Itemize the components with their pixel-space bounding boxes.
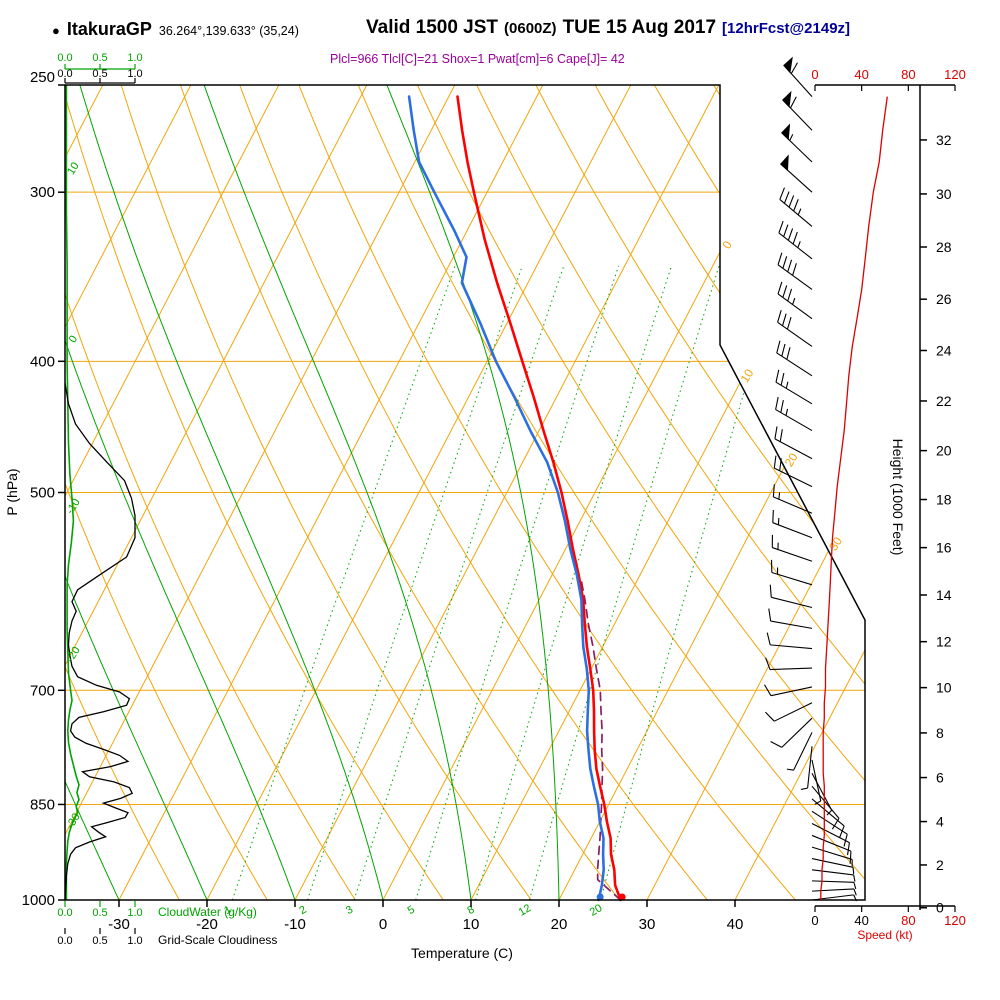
- svg-text:0.0: 0.0: [57, 68, 72, 80]
- svg-text:20: 20: [936, 443, 952, 459]
- svg-text:0: 0: [67, 334, 80, 346]
- svg-text:120: 120: [944, 67, 966, 82]
- svg-text:Grid-Scale Cloudiness: Grid-Scale Cloudiness: [158, 933, 277, 947]
- svg-text:30: 30: [936, 186, 952, 202]
- svg-text:0.0: 0.0: [57, 52, 72, 64]
- valid-time-header: Valid 1500 JST (0600Z) TUE 15 Aug 2017 […: [366, 17, 850, 39]
- svg-text:8: 8: [465, 904, 476, 917]
- valid-time: Valid 1500 JST: [366, 17, 499, 38]
- svg-text:20: 20: [551, 916, 568, 933]
- svg-text:0.0: 0.0: [57, 935, 72, 947]
- svg-text:Temperature (C): Temperature (C): [411, 945, 513, 961]
- svg-text:-10: -10: [284, 916, 306, 933]
- svg-text:80: 80: [901, 913, 915, 928]
- svg-text:20: 20: [588, 902, 605, 919]
- svg-text:30: 30: [639, 916, 656, 933]
- svg-text:0: 0: [379, 916, 387, 933]
- svg-text:1: 1: [222, 904, 233, 917]
- svg-text:4: 4: [936, 814, 944, 830]
- svg-text:22: 22: [936, 393, 952, 409]
- svg-text:1.0: 1.0: [127, 68, 142, 80]
- svg-text:28: 28: [936, 239, 952, 255]
- svg-text:2: 2: [936, 857, 944, 873]
- svg-text:5: 5: [406, 904, 417, 917]
- svg-text:0.0: 0.0: [57, 907, 72, 919]
- stability-params: Plcl=966 Tlcl[C]=21 Shox=1 Pwat[cm]=6 Ca…: [330, 52, 625, 66]
- temperature-surface-dot: [618, 893, 626, 901]
- svg-text:12: 12: [936, 634, 952, 650]
- station-coords: 36.264°,139.633° (35,24): [158, 24, 299, 38]
- svg-text:250: 250: [30, 69, 55, 86]
- svg-text:1000: 1000: [22, 892, 55, 909]
- svg-text:120: 120: [944, 913, 966, 928]
- svg-text:0.5: 0.5: [92, 907, 107, 919]
- cloudiness-curve: [65, 382, 136, 900]
- svg-text:80: 80: [901, 67, 915, 82]
- svg-text:40: 40: [854, 913, 868, 928]
- svg-text:Height (1000 Feet): Height (1000 Feet): [890, 439, 906, 556]
- valid-zulu-time: (0600Z): [504, 20, 557, 37]
- dewpoint-curve: [407, 95, 605, 902]
- temperature-curve: [456, 95, 622, 902]
- station-header: ● ItakuraGP 36.264°,139.633° (35,24): [52, 19, 299, 40]
- svg-text:16: 16: [936, 540, 952, 556]
- svg-text:0.5: 0.5: [92, 68, 107, 80]
- svg-text:40: 40: [727, 916, 744, 933]
- svg-text:12: 12: [517, 902, 534, 919]
- svg-text:500: 500: [30, 485, 55, 502]
- svg-text:1.0: 1.0: [127, 52, 142, 64]
- svg-text:3: 3: [344, 904, 355, 917]
- svg-text:18: 18: [936, 492, 952, 508]
- svg-text:300: 300: [30, 184, 55, 201]
- svg-text:0.5: 0.5: [92, 52, 107, 64]
- svg-text:CloudWater (g/Kg): CloudWater (g/Kg): [158, 905, 257, 919]
- wind-barbs: [764, 56, 857, 902]
- speed-curve: [820, 96, 888, 900]
- svg-text:10: 10: [936, 680, 952, 696]
- svg-text:-20: -20: [196, 916, 218, 933]
- svg-text:400: 400: [30, 353, 55, 370]
- skewt-grid: [65, 85, 865, 900]
- station-name: ItakuraGP: [66, 19, 152, 39]
- svg-text:10: 10: [463, 916, 480, 933]
- svg-text:1.0: 1.0: [127, 907, 142, 919]
- svg-text:-10: -10: [64, 497, 83, 517]
- svg-text:2: 2: [297, 904, 308, 917]
- svg-text:850: 850: [30, 796, 55, 813]
- svg-text:24: 24: [936, 342, 952, 358]
- forecast-tag: [12hrFcst@2149z]: [722, 20, 851, 37]
- svg-text:Speed (kt): Speed (kt): [857, 928, 912, 942]
- dewpoint-surface-dot: [596, 893, 604, 901]
- svg-text:0: 0: [936, 900, 944, 916]
- svg-text:26: 26: [936, 291, 952, 307]
- bullet-icon: ●: [52, 23, 60, 38]
- svg-text:1.0: 1.0: [127, 935, 142, 947]
- svg-text:0: 0: [719, 238, 735, 251]
- svg-text:10: 10: [65, 160, 82, 177]
- svg-text:40: 40: [854, 67, 868, 82]
- svg-text:14: 14: [936, 587, 952, 603]
- svg-text:P (hPa): P (hPa): [4, 468, 20, 515]
- svg-text:6: 6: [936, 770, 944, 786]
- svg-text:32: 32: [936, 132, 952, 148]
- svg-text:-30: -30: [108, 916, 130, 933]
- svg-text:0: 0: [811, 913, 818, 928]
- svg-text:0: 0: [811, 67, 818, 82]
- parcel-curve: [580, 578, 622, 901]
- svg-text:700: 700: [30, 682, 55, 699]
- valid-date: TUE 15 Aug 2017: [562, 17, 717, 38]
- cloudwater-curve: [65, 85, 80, 900]
- svg-text:8: 8: [936, 725, 944, 741]
- svg-text:0.5: 0.5: [92, 935, 107, 947]
